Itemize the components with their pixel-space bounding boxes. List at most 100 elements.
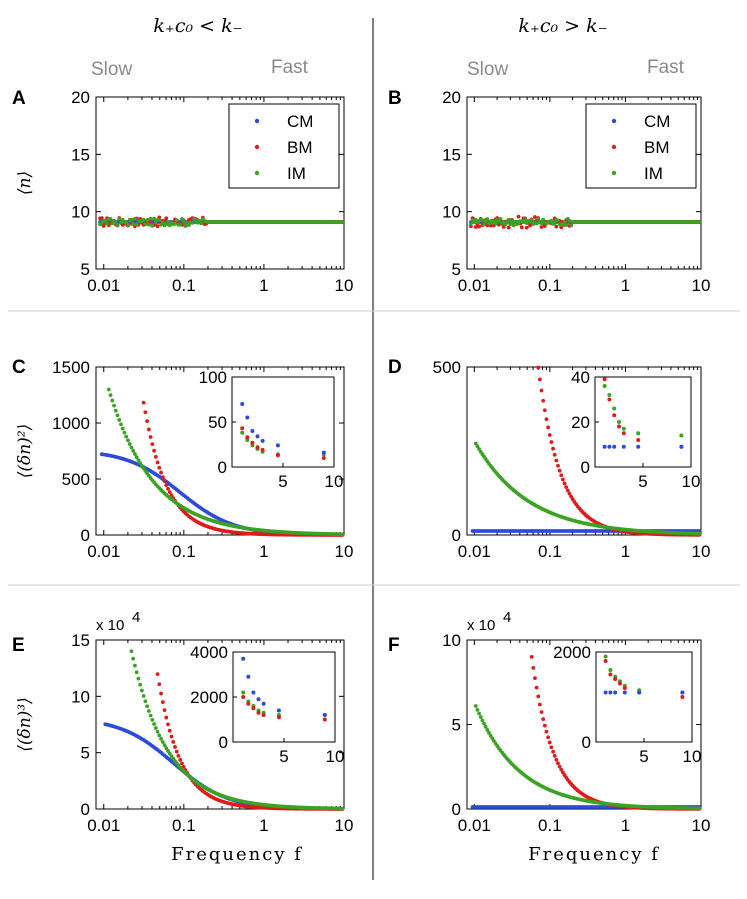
y-tick-label: 15 — [442, 145, 461, 164]
panel-label-D: D — [388, 357, 402, 378]
data-point-IM — [480, 718, 485, 723]
data-point-BM — [539, 710, 544, 714]
inset-point-CM — [612, 444, 617, 449]
series-IM — [468, 216, 702, 228]
data-point-IM — [148, 216, 153, 221]
data-point-IM — [166, 220, 170, 225]
data-point-BM — [542, 224, 547, 228]
data-point-BM — [166, 486, 170, 491]
x-tick-label: 1 — [621, 276, 630, 295]
inset-x-tick-label: 10 — [683, 747, 702, 766]
inset-point-CM — [679, 444, 684, 449]
data-point-BM — [477, 224, 481, 229]
data-point-IM — [567, 218, 572, 223]
data-point-IM — [122, 430, 127, 435]
y-tick-label: 10 — [442, 631, 461, 650]
data-point-IM — [162, 743, 167, 748]
data-point-BM — [160, 700, 165, 705]
data-point-BM — [554, 224, 559, 229]
data-point-IM — [160, 740, 165, 744]
data-point-BM — [541, 717, 546, 722]
data-point-IM — [126, 223, 130, 227]
data-point-BM — [564, 485, 569, 490]
data-point-IM — [468, 222, 473, 226]
inset-point-BM — [255, 445, 260, 450]
x-tick-label: 0.1 — [538, 816, 562, 835]
data-point-BM — [145, 419, 150, 424]
data-point-IM — [340, 806, 345, 811]
data-point-IM — [480, 218, 485, 223]
data-point-IM — [148, 713, 153, 718]
data-point-IM — [152, 722, 156, 726]
inset-point-CM — [607, 444, 612, 449]
data-point-BM — [554, 757, 559, 762]
data-point-BM — [155, 672, 160, 677]
data-point-IM — [534, 221, 539, 226]
y-tick-label: 20 — [442, 88, 461, 107]
inset-point-BM — [617, 424, 621, 429]
data-point-BM — [551, 446, 555, 451]
data-point-BM — [544, 417, 549, 422]
data-point-BM — [559, 767, 564, 772]
data-point-IM — [482, 222, 486, 227]
x-tick-label: 0.01 — [458, 542, 491, 561]
data-point-IM — [506, 217, 511, 222]
data-point-BM — [166, 722, 170, 727]
series-IM — [473, 704, 702, 811]
data-point-BM — [496, 222, 501, 227]
legend-marker-CM — [611, 118, 617, 124]
data-point-BM — [549, 745, 554, 750]
x-tick-label: 0.01 — [87, 542, 120, 561]
data-point-IM — [115, 223, 120, 228]
data-point-IM — [498, 216, 503, 221]
inset-point-BM — [618, 681, 622, 686]
inset-point-BM — [250, 440, 255, 445]
header-right: k₊c₀ > k₋ — [518, 15, 607, 37]
inset-point-BM — [636, 438, 641, 442]
inset-point-BM — [260, 447, 265, 452]
inset-point-IM — [240, 430, 245, 435]
inset-point-CM — [608, 690, 613, 695]
inset-point-CM — [680, 690, 685, 695]
data-point-IM — [110, 398, 115, 403]
data-point-BM — [171, 740, 176, 744]
data-point-BM — [544, 729, 549, 734]
fast-label-left: Fast — [271, 57, 309, 78]
inset-point-IM — [602, 384, 607, 388]
data-point-BM — [567, 491, 572, 496]
data-point-IM — [134, 670, 139, 675]
data-point-BM — [557, 764, 562, 769]
data-point-BM — [533, 676, 537, 681]
data-point-IM — [138, 461, 143, 465]
data-point-BM — [164, 483, 169, 488]
data-point-BM — [554, 458, 559, 463]
inset-point-BM — [246, 701, 251, 706]
y-tick-label: 0 — [452, 526, 461, 545]
inset-point-BM — [245, 435, 250, 440]
inset-point-BM — [603, 659, 608, 663]
inset-box — [595, 651, 693, 743]
y-tick-label: 15 — [71, 145, 90, 164]
inset-point-CM — [256, 697, 261, 702]
data-point-IM — [340, 220, 345, 224]
data-point-IM — [155, 729, 160, 734]
legend-marker-BM — [611, 144, 617, 150]
inset-point-CM — [250, 429, 255, 433]
inset-y-tick-label: 20 — [571, 413, 590, 432]
inset-point-BM — [275, 453, 280, 458]
x-tick-label: 1 — [621, 542, 630, 561]
data-point-BM — [153, 454, 158, 459]
y-multiplier: x 10 — [96, 617, 124, 634]
y-tick-label: 5 — [81, 744, 90, 763]
data-point-BM — [180, 761, 184, 766]
data-point-BM — [539, 388, 544, 393]
data-point-IM — [160, 220, 165, 225]
inset-point-BM — [322, 717, 327, 722]
inset-x-tick-label: 5 — [278, 472, 287, 491]
inset-box — [231, 376, 335, 468]
data-point-BM — [565, 488, 570, 493]
y-tick-label: 0 — [81, 526, 90, 545]
inset-x-tick-label: 5 — [639, 747, 648, 766]
x-tick-label: 10 — [692, 816, 711, 835]
